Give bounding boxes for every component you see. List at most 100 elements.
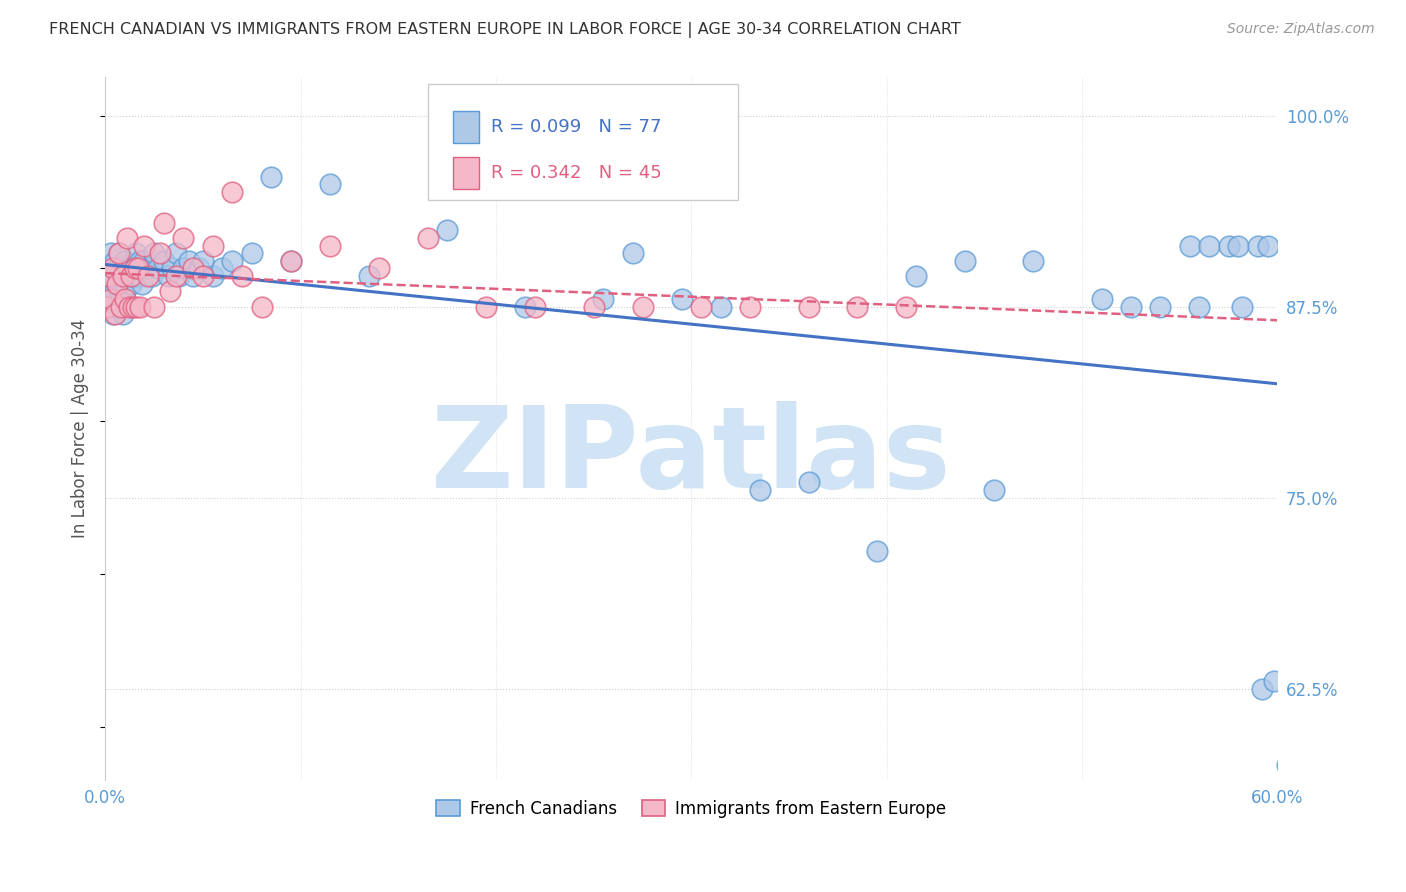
Point [127,261,149,276]
Point [108,246,131,260]
Point [108,285,131,299]
Point [1178,238,1201,252]
Point [100,292,122,306]
Point [201,238,224,252]
Point [100,292,122,306]
Point [120,277,142,291]
Point [101,269,124,284]
Point [1188,300,1211,314]
Point [1257,238,1279,252]
FancyBboxPatch shape [453,157,479,189]
Point [124,261,146,276]
Point [111,269,134,284]
Point [260,169,283,184]
Point [690,300,713,314]
Point [1227,238,1250,252]
Point [136,261,159,276]
Legend: French Canadians, Immigrants from Eastern Europe: French Canadians, Immigrants from Easter… [430,793,953,825]
Text: ZIPatlas: ZIPatlas [432,401,952,513]
Point [110,300,132,314]
Point [846,300,869,314]
Point [905,269,928,284]
Point [153,253,176,268]
Point [104,253,127,268]
Point [240,246,263,260]
Point [416,231,439,245]
Point [136,269,159,284]
Point [1232,300,1254,314]
FancyBboxPatch shape [453,112,479,143]
Point [319,238,342,252]
Point [108,246,131,260]
Point [797,300,820,314]
Point [710,300,733,314]
Point [631,300,654,314]
Point [100,246,122,260]
Point [165,269,187,284]
Point [738,300,761,314]
Text: R = 0.099   N = 77: R = 0.099 N = 77 [491,118,661,136]
Point [188,261,211,276]
Point [131,277,153,291]
Point [143,300,166,314]
Point [104,285,127,299]
Point [127,269,149,284]
Point [250,300,273,314]
Point [134,238,156,252]
Point [515,300,537,314]
Point [524,300,547,314]
Point [129,300,152,314]
Point [1277,758,1299,772]
Point [134,253,156,268]
Point [110,261,132,276]
Point [231,269,253,284]
Point [141,269,163,284]
Point [101,261,124,276]
Point [191,253,214,268]
Point [191,269,214,284]
Point [111,269,134,284]
Point [110,292,132,306]
Point [475,300,498,314]
Point [169,269,191,284]
Point [280,253,302,268]
Point [1198,238,1220,252]
Point [159,285,181,299]
Point [621,246,644,260]
Point [114,292,136,306]
Point [156,269,179,284]
Point [129,253,152,268]
Point [1149,300,1171,314]
Point [896,300,918,314]
Point [1247,238,1270,252]
Point [1218,238,1240,252]
Point [280,253,302,268]
Point [953,253,976,268]
FancyBboxPatch shape [427,85,738,201]
Point [104,307,127,321]
Point [165,246,187,260]
Point [1250,681,1272,696]
Point [367,261,389,276]
Point [357,269,380,284]
Point [114,253,136,268]
Point [592,292,614,306]
Point [105,300,128,314]
Point [118,300,141,314]
Point [121,269,143,284]
Point [866,544,889,558]
Point [1022,253,1045,268]
Point [98,277,121,291]
Point [181,269,204,284]
Point [124,261,146,276]
Point [153,216,176,230]
Text: Source: ZipAtlas.com: Source: ZipAtlas.com [1227,22,1375,37]
Point [1119,300,1142,314]
Point [105,261,128,276]
Point [179,253,201,268]
Point [146,261,169,276]
Point [105,277,128,291]
Point [115,231,138,245]
Point [114,285,136,299]
Point [983,483,1005,497]
